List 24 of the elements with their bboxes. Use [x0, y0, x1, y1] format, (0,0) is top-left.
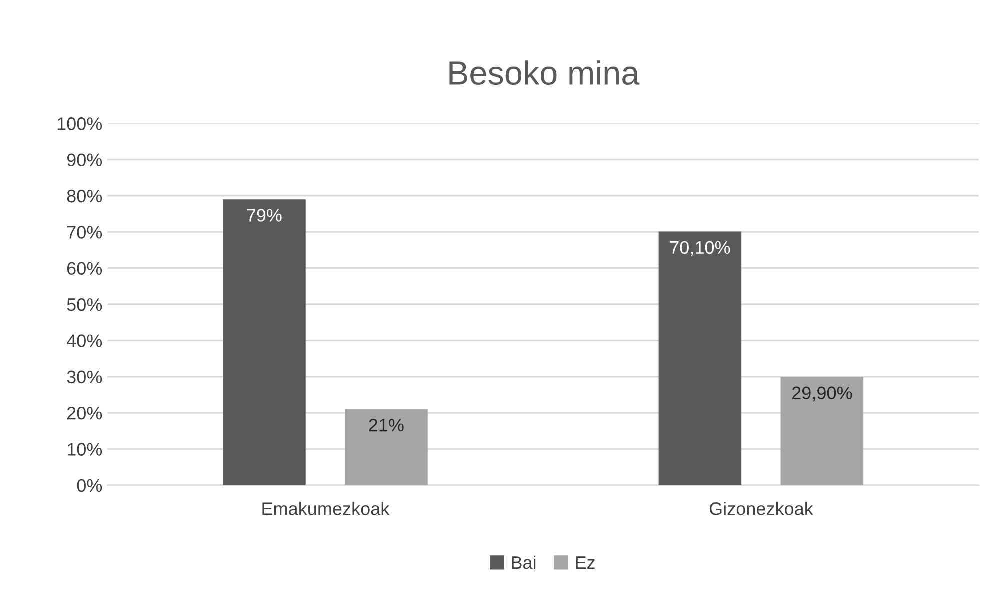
y-tick-label: 20% — [67, 406, 102, 420]
y-tick-label: 100% — [58, 118, 102, 130]
y-tick-label: 50% — [67, 298, 102, 312]
y-tick-label: 60% — [67, 262, 102, 276]
x-tick-label: Emakumezkoak — [262, 502, 390, 516]
y-tick-label: 80% — [67, 190, 102, 203]
y-tick-label: 70% — [67, 226, 102, 239]
data-label: 79% — [247, 209, 282, 222]
data-label: 70,10% — [670, 241, 730, 256]
x-tick-label: Gizonezkoak — [710, 502, 814, 516]
y-tick-label: 90% — [67, 154, 102, 167]
y-tick-label: 30% — [67, 370, 102, 384]
data-label: 29,90% — [792, 386, 852, 402]
bar — [345, 409, 428, 486]
legend-label: Ez — [576, 556, 595, 570]
legend-label: Bai — [512, 556, 536, 570]
data-label: 21% — [369, 418, 404, 432]
y-tick-label: 10% — [68, 443, 102, 456]
y-tick-label: 40% — [66, 334, 102, 348]
bar — [780, 377, 864, 486]
bar — [658, 232, 742, 486]
chart-title: Besoko mina — [450, 60, 640, 86]
bar — [223, 200, 306, 486]
y-tick-label: 0% — [77, 479, 102, 492]
